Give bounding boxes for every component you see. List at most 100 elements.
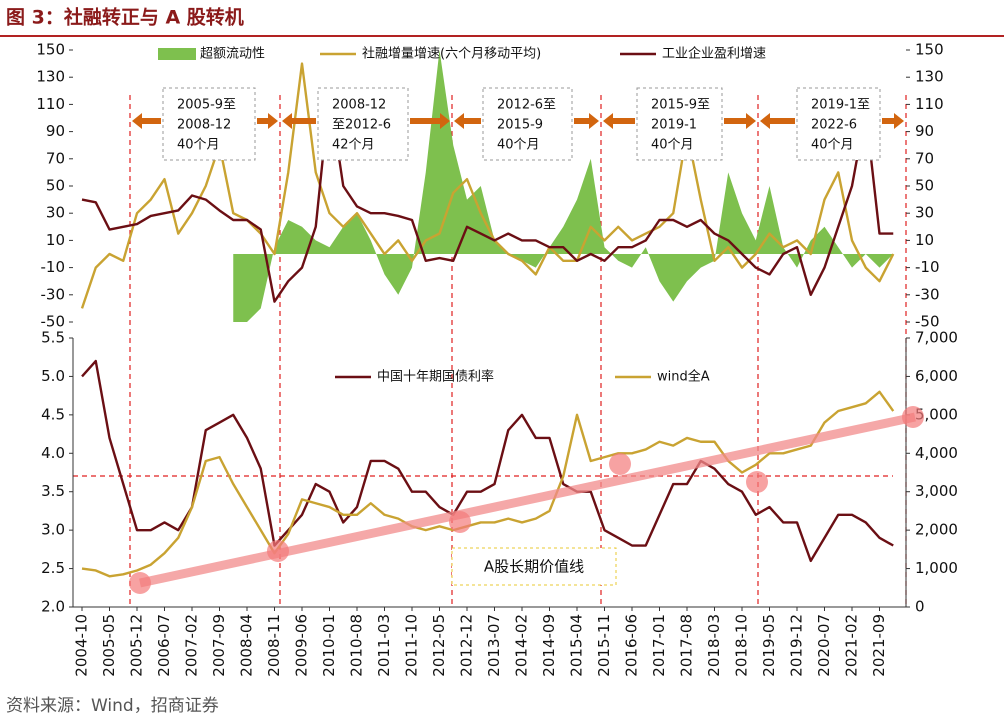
x-tick-label: 2012-05 — [430, 614, 448, 677]
touch-point — [267, 540, 289, 562]
tick-label: -10 — [41, 258, 66, 276]
x-tick-label: 2015-11 — [595, 614, 613, 677]
x-tick-label: 2005-05 — [100, 614, 118, 677]
legend-label: wind全A — [657, 369, 710, 385]
tick-label: 150 — [915, 41, 944, 59]
tick-label: -10 — [915, 258, 940, 276]
tick-label: 50 — [46, 177, 65, 195]
period-text: 2015-9至 — [651, 98, 710, 113]
tick-label: 3.0 — [41, 521, 65, 539]
tick-label: 30 — [46, 204, 65, 222]
arrow-head — [760, 113, 770, 129]
legend-label: 社融增量增速(六个月移动平均) — [362, 46, 541, 62]
period-text: 2008-12 — [332, 98, 386, 113]
arrow-head — [589, 113, 599, 129]
x-tick-label: 2012-12 — [458, 614, 476, 677]
tick-label: 70 — [915, 149, 934, 167]
period-text: 40个月 — [177, 138, 220, 153]
tick-label: 5.5 — [41, 329, 65, 347]
source: 资料来源：Wind，招商证券 — [6, 696, 219, 716]
tick-label: 6,000 — [915, 367, 958, 385]
x-tick-label: 2017-01 — [650, 614, 668, 677]
x-tick-label: 2016-06 — [623, 614, 641, 677]
tick-label: 3.5 — [41, 482, 65, 500]
x-tick-label: 2008-04 — [238, 614, 256, 677]
tick-label: 2,000 — [915, 521, 958, 539]
line — [81, 92, 894, 303]
tick-label: 150 — [36, 41, 65, 59]
period-box — [796, 87, 881, 161]
period-text: 40个月 — [811, 138, 854, 153]
period-arrows — [132, 113, 904, 129]
line — [81, 359, 894, 563]
chart-title: 图 3：社融转正与 A 股转机 — [6, 6, 244, 29]
period-text: 2008-12 — [177, 118, 231, 133]
tick-label: 130 — [915, 68, 944, 86]
x-tick-label: 2020-07 — [815, 614, 833, 677]
tick-label: 130 — [36, 68, 65, 86]
x-tick-label: 2008-11 — [265, 614, 283, 677]
legend-swatch — [158, 48, 196, 60]
legend-label: 中国十年期国债利率 — [377, 369, 494, 385]
arrow-head — [440, 113, 450, 129]
touch-point — [129, 572, 151, 594]
arrow-head — [454, 113, 464, 129]
x-tick-label: 2010-08 — [348, 614, 366, 677]
tick-label: 30 — [915, 204, 934, 222]
x-tick-label: 2018-03 — [705, 614, 723, 677]
tick-label: 5,000 — [915, 405, 958, 423]
x-tick-label: 2007-09 — [210, 614, 228, 677]
legend-label: 工业企业盈利增速 — [662, 46, 766, 62]
x-tick-label: 2011-03 — [375, 614, 393, 677]
tick-label: 2.5 — [41, 559, 65, 577]
x-tick-label: 2017-08 — [678, 614, 696, 677]
tick-label: 2.0 — [41, 598, 65, 616]
tick-label: 7,000 — [915, 329, 958, 347]
touch-point — [902, 406, 924, 428]
tick-label: -50 — [915, 313, 940, 331]
x-tick-label: 2021-09 — [870, 614, 888, 677]
period-text: 至2012-6 — [332, 118, 391, 133]
tick-label: 0 — [915, 598, 925, 616]
period-box — [162, 87, 256, 161]
period-text: 42个月 — [332, 138, 375, 153]
x-tick-label: 2019-05 — [760, 614, 778, 677]
period-box — [636, 87, 723, 161]
period-text: 40个月 — [497, 138, 540, 153]
tick-label: 10 — [915, 231, 934, 249]
tick-label: 70 — [46, 149, 65, 167]
tick-label: 50 — [915, 177, 934, 195]
x-tick-label: 2013-07 — [485, 614, 503, 677]
period-text: 40个月 — [651, 138, 694, 153]
period-text: 2019-1 — [651, 118, 697, 133]
arrow-head — [603, 113, 613, 129]
period-text: 2005-9至 — [177, 98, 236, 113]
tick-label: -30 — [915, 285, 940, 303]
period-box — [317, 87, 409, 161]
arrow-head — [282, 113, 292, 129]
tick-label: -50 — [41, 313, 66, 331]
tick-label: 90 — [915, 122, 934, 140]
annotation: A股长期价值线 — [484, 558, 584, 576]
period-text: 2015-9 — [497, 118, 543, 133]
tick-label: 4.0 — [41, 444, 65, 462]
x-tick-label: 2014-02 — [513, 614, 531, 677]
tick-label: 5.0 — [41, 367, 65, 385]
period-text: 2012-6至 — [497, 98, 556, 113]
tick-label: 3,000 — [915, 482, 958, 500]
arrow-head — [132, 113, 142, 129]
legend-label: 超额流动性 — [200, 47, 265, 62]
arrow-head — [894, 113, 904, 129]
arrow-head — [268, 113, 278, 129]
touch-point — [449, 511, 471, 533]
line — [81, 390, 895, 578]
x-tick-label: 2004-10 — [73, 614, 91, 677]
period-dividers — [73, 95, 907, 607]
x-tick-label: 2010-01 — [320, 614, 338, 677]
tick-label: 110 — [36, 95, 65, 113]
x-tick-label: 2015-04 — [568, 614, 586, 677]
tick-label: -30 — [41, 285, 66, 303]
period-text: 2019-1至 — [811, 98, 870, 113]
touch-point — [746, 471, 768, 493]
